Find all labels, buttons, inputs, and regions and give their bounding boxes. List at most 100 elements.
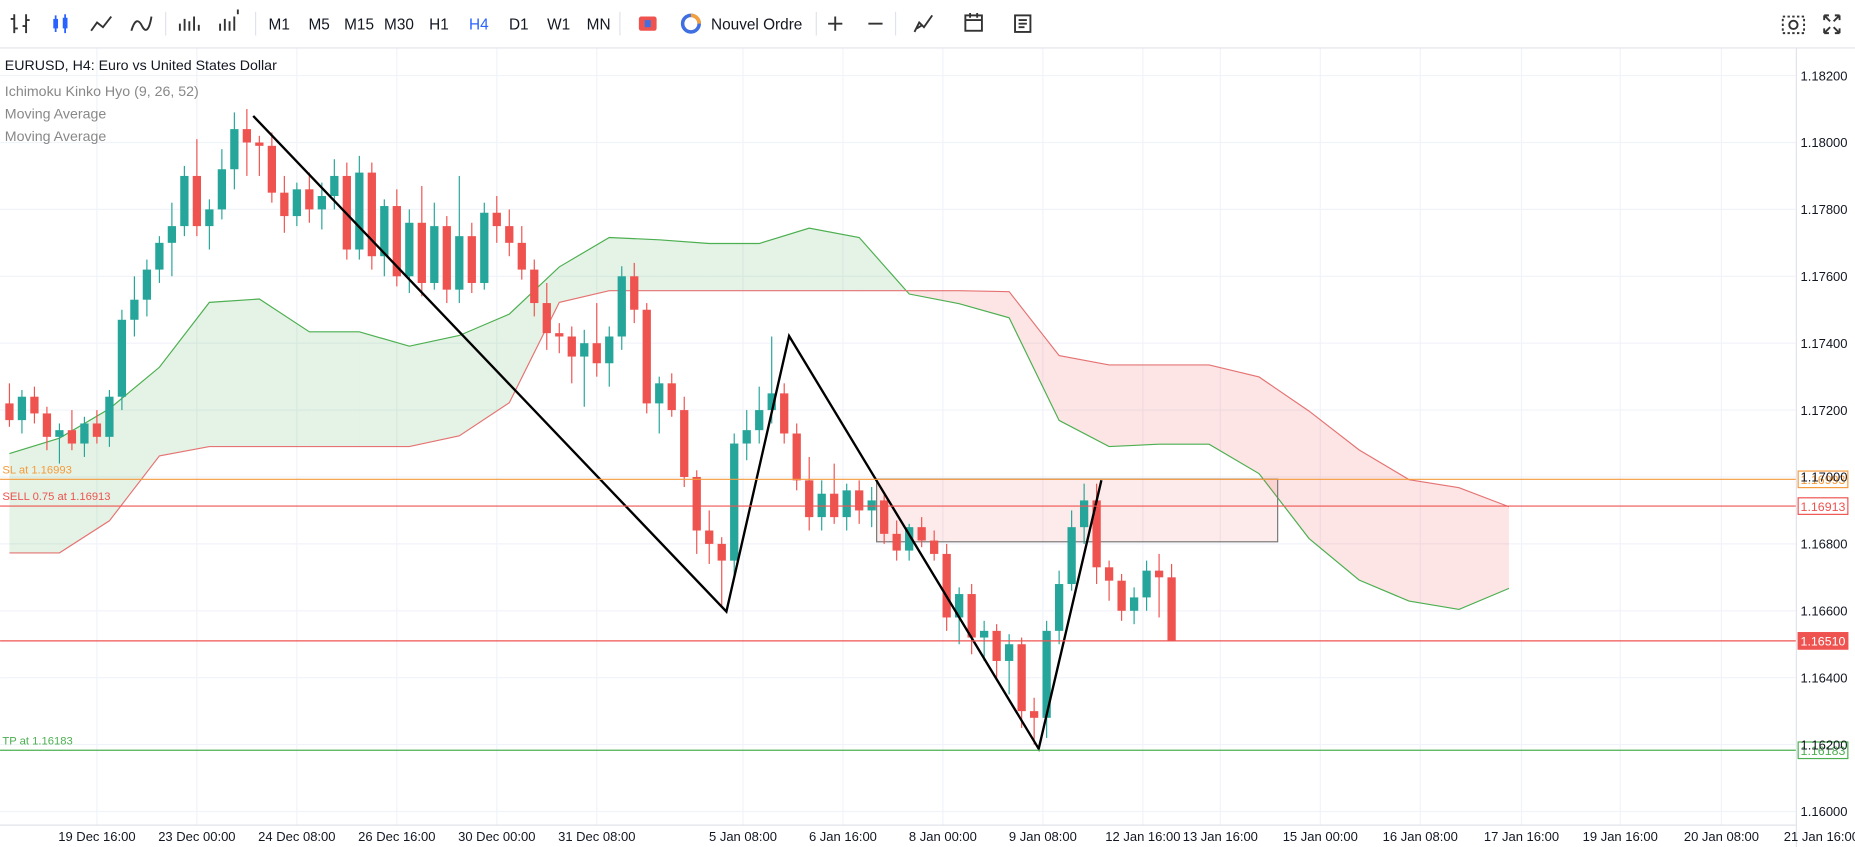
candle-body (542, 303, 551, 334)
candle-body (967, 594, 976, 638)
candle-body (1042, 630, 1051, 718)
candle-body (467, 236, 476, 283)
order-button[interactable]: Nouvel Ordre (711, 17, 802, 34)
candle-body (1017, 644, 1026, 712)
y-tick-label: 1.17200 (1801, 403, 1848, 418)
cloud-fill (359, 331, 410, 447)
timeframe-button[interactable]: M15 (344, 17, 374, 34)
cloud-fill (1159, 364, 1210, 445)
candle-body (230, 129, 239, 170)
y-tick-label: 1.17400 (1801, 336, 1848, 351)
candle-body (130, 299, 139, 320)
y-tick-label: 1.18200 (1801, 68, 1848, 83)
candle-body (842, 490, 851, 518)
candle-body (117, 319, 127, 397)
price-tag (1797, 632, 1849, 650)
calendar-icon[interactable] (964, 14, 983, 32)
candle-body (392, 206, 401, 277)
candle-body (605, 336, 614, 364)
cloud-fill (1109, 364, 1160, 447)
candle-body (205, 209, 214, 227)
notes-icon[interactable] (1014, 14, 1032, 33)
candle-body (280, 192, 289, 217)
y-tick-label: 1.17000 (1801, 470, 1848, 485)
y-tick-label: 1.16000 (1801, 804, 1848, 819)
candle-body (530, 269, 539, 304)
order-box (876, 478, 1279, 543)
y-tick-label: 1.16200 (1801, 737, 1848, 752)
fullscreen-icon[interactable] (1823, 14, 1841, 35)
timeframe-button[interactable]: M30 (384, 17, 414, 34)
price-tag (1797, 470, 1849, 489)
timeframe-button[interactable]: MN (587, 17, 611, 34)
cloud-line (9, 227, 1510, 611)
candle-body (717, 543, 726, 561)
cloud-fill (1309, 411, 1360, 581)
candle-body (105, 396, 114, 437)
cloud-fill (859, 237, 910, 295)
candle-body (480, 212, 489, 283)
candle-body (292, 189, 301, 217)
x-tick-label: 16 Jan 08:00 (1383, 829, 1458, 844)
candle-body (430, 226, 439, 283)
y-tick-label: 1.16600 (1801, 604, 1848, 619)
cloud-fill (759, 228, 810, 291)
x-tick-label: 23 Dec 00:00 (158, 829, 235, 844)
y-tick-label: 1.17600 (1801, 269, 1848, 284)
candle-body (80, 423, 89, 444)
candle-body (692, 476, 701, 531)
x-tick-label: 30 Dec 00:00 (458, 829, 535, 844)
candle-body (367, 172, 376, 257)
cloud-fill (1209, 364, 1260, 474)
indicators-icon[interactable] (178, 16, 200, 31)
y-tick-label: 1.17800 (1801, 202, 1848, 217)
x-tick-label: 8 Jan 00:00 (909, 829, 977, 844)
candle-body (92, 423, 102, 437)
bars-icon[interactable] (10, 14, 30, 34)
cloud-fill (259, 299, 310, 447)
candle-body (980, 630, 989, 638)
timeframe-button[interactable]: M1 (269, 17, 290, 34)
candle-body (417, 222, 426, 283)
timeframe-button[interactable]: H1 (429, 17, 449, 34)
area-icon[interactable] (130, 16, 153, 32)
candle-body (242, 129, 252, 143)
templates-icon[interactable] (219, 9, 239, 31)
candle-body (505, 226, 514, 243)
candle-body (305, 189, 314, 210)
candle-body (742, 430, 751, 444)
zoom-in[interactable] (828, 16, 843, 31)
x-tick-label: 24 Dec 08:00 (258, 829, 335, 844)
drawing-icon[interactable] (913, 14, 934, 33)
price-tag-label: 1.16993 (1801, 473, 1846, 487)
timeframe-button[interactable]: D1 (509, 17, 529, 34)
price-tag-label: 1.16913 (1801, 500, 1846, 514)
candle-body (192, 175, 202, 227)
timeframe-button[interactable]: M5 (308, 17, 329, 34)
candle-body (892, 533, 901, 551)
x-tick-label: 5 Jan 08:00 (709, 829, 777, 844)
candle-body (955, 594, 964, 618)
line-icon[interactable] (90, 15, 113, 32)
candle-body (355, 172, 364, 250)
cloud-fill (1259, 376, 1310, 539)
candle-body (1142, 570, 1151, 598)
timeframe-button[interactable]: H4 (469, 17, 489, 34)
toolbar-icons (10, 9, 1841, 36)
cloud-fill (909, 290, 960, 304)
candle-body (1167, 577, 1176, 641)
zigzag-drawing (252, 115, 1103, 752)
candle-body (730, 443, 739, 561)
candle-body (30, 396, 39, 414)
candle-body (267, 145, 276, 193)
price-lines: SL at 1.16993 1.16993 SELL 0.75 at 1.16913… (0, 464, 1849, 760)
candle-body (680, 410, 689, 477)
candle-body (217, 169, 227, 210)
timeframe-button[interactable]: W1 (547, 17, 570, 34)
candle-body (755, 410, 764, 431)
price-line-label: SL at 1.16993 (2, 464, 71, 476)
ichimoku-cloud (9, 227, 1510, 611)
screenshot-icon[interactable] (1781, 15, 1806, 35)
